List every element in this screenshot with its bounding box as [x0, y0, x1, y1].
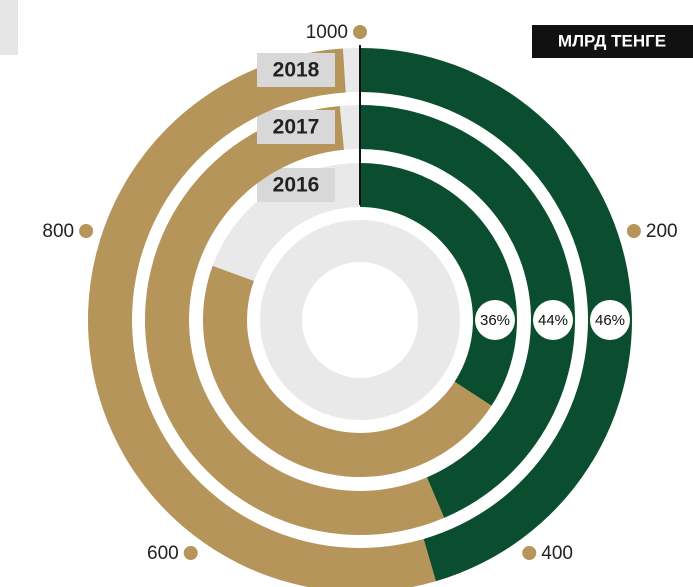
- share-badge: [590, 300, 630, 340]
- share-label: 44%: [538, 312, 568, 329]
- year-box: [257, 53, 335, 87]
- tick-dot: [522, 545, 537, 560]
- ring-segment: [88, 48, 436, 587]
- year-box: [257, 110, 335, 144]
- ring-segment: [360, 105, 575, 518]
- tick-label: 200: [646, 221, 678, 242]
- tick-label: 400: [541, 543, 573, 564]
- ring-segment: [144, 105, 445, 536]
- tick-dot: [626, 224, 641, 239]
- year-label: 2016: [273, 174, 320, 197]
- tick-label: 600: [147, 543, 179, 564]
- panel-edge: [0, 0, 18, 55]
- share-label: 36%: [480, 312, 510, 329]
- tick-dot: [353, 25, 367, 39]
- share-label: 46%: [595, 312, 625, 329]
- unit-label: МЛРД ТЕНГЕ: [558, 31, 666, 50]
- tick-label: 800: [42, 221, 74, 242]
- tick-dot: [79, 224, 94, 239]
- inner-track: [260, 220, 460, 420]
- year-label: 2017: [273, 116, 320, 139]
- ring-segment: [360, 48, 632, 582]
- year-label: 2018: [273, 59, 320, 82]
- tick-dot: [183, 545, 198, 560]
- ring-segment: [202, 265, 492, 478]
- share-badge: [533, 300, 573, 340]
- ring-segment: [360, 163, 517, 406]
- unit-box: [532, 25, 693, 58]
- tick-label: 1000: [306, 22, 348, 43]
- share-badge: [475, 300, 515, 340]
